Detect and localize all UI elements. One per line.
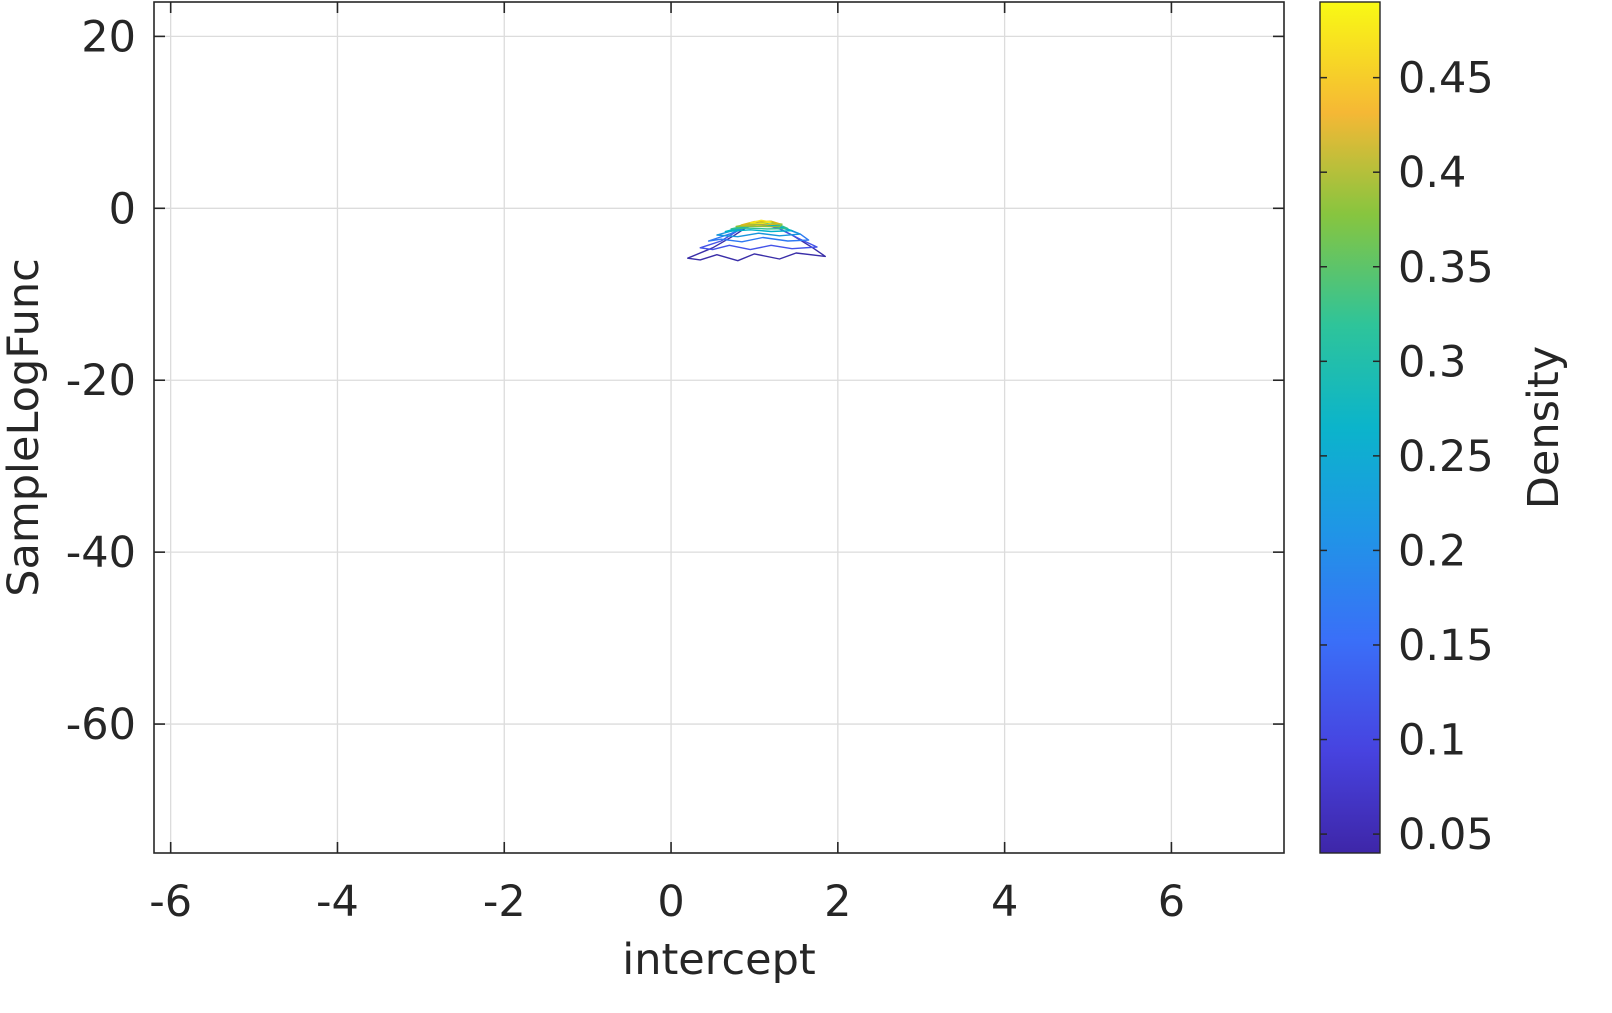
colorbar-ticks: 0.05 0.1 0.15 0.2 0.25 0.3 0.35 0.4 0.45 xyxy=(1320,54,1494,860)
y-tick-label: 0 xyxy=(109,184,136,234)
contour-line xyxy=(735,221,783,228)
y-axis-label: SampleLogFunc xyxy=(0,258,49,597)
grid-lines xyxy=(154,2,1284,853)
colorbar-tick-label: 0.35 xyxy=(1398,243,1494,293)
colorbar-tick-label: 0.3 xyxy=(1398,337,1466,387)
colorbar xyxy=(1319,1,1381,854)
plot-area-frame xyxy=(153,1,1285,854)
y-tick-label: -60 xyxy=(66,700,136,750)
x-axis-label: intercept xyxy=(622,935,816,985)
colorbar-label: Density xyxy=(1519,346,1569,509)
contour-line xyxy=(687,221,826,262)
x-tick-label: -2 xyxy=(483,877,526,927)
x-tick-label: -4 xyxy=(316,877,359,927)
colorbar-tick-label: 0.2 xyxy=(1398,526,1466,576)
x-tick-label: 4 xyxy=(991,877,1018,927)
colorbar-tick-label: 0.45 xyxy=(1398,54,1494,104)
colorbar-tick-label: 0.05 xyxy=(1398,810,1494,860)
y-tick-label: -20 xyxy=(66,356,136,406)
contour-line xyxy=(749,219,772,225)
y-tick-label: 20 xyxy=(81,12,136,62)
x-tick-label: 0 xyxy=(657,877,684,927)
colorbar-tick-label: 0.1 xyxy=(1398,716,1466,766)
contour-lines xyxy=(687,219,826,262)
x-tick-label: 6 xyxy=(1158,877,1185,927)
x-tick-label: -6 xyxy=(149,877,192,927)
colorbar-tick-label: 0.25 xyxy=(1398,432,1494,482)
y-axis-ticks: 20 0 -20 -40 -60 xyxy=(66,12,1284,750)
x-tick-label: 2 xyxy=(824,877,851,927)
x-axis-ticks: -6 -4 -2 0 2 4 6 xyxy=(149,2,1185,927)
colorbar-tick-label: 0.4 xyxy=(1398,148,1466,198)
y-tick-label: -40 xyxy=(66,528,136,578)
colorbar-tick-label: 0.15 xyxy=(1398,621,1494,671)
